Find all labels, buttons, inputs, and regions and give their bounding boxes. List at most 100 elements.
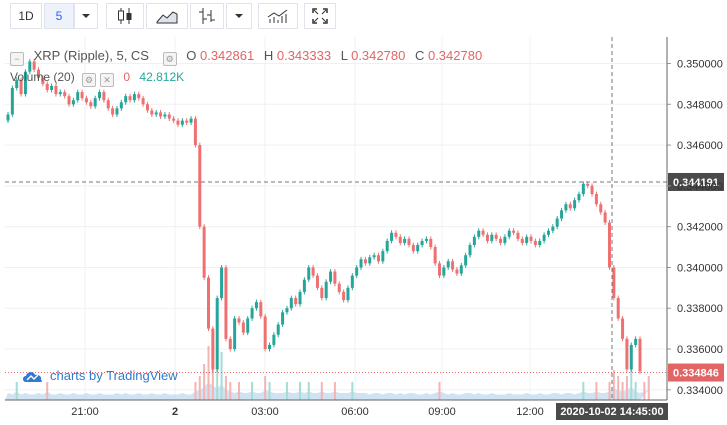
candle-body xyxy=(172,118,176,121)
candle-body xyxy=(132,94,136,101)
candle-body xyxy=(93,98,97,107)
candle-body xyxy=(446,261,450,268)
volume-bar xyxy=(299,382,302,400)
candle-body xyxy=(58,92,62,95)
candle-body xyxy=(416,245,420,252)
settings-icon[interactable]: ⚙ xyxy=(82,73,97,87)
x-tick-label: 03:00 xyxy=(251,406,279,418)
collapse-icon[interactable]: − xyxy=(10,52,24,66)
candle-body xyxy=(19,79,23,95)
candle-body xyxy=(276,324,280,335)
volume-value-2: 42.812K xyxy=(139,70,185,84)
candle-body xyxy=(189,118,193,123)
close-icon[interactable]: ✕ xyxy=(100,73,115,87)
candle-body xyxy=(246,318,250,333)
candle-body xyxy=(268,344,272,350)
candle-body xyxy=(102,92,106,101)
candle-body xyxy=(346,287,350,301)
candle-body xyxy=(381,251,385,262)
symbol-title: XRP (Ripple), 5, CS xyxy=(33,48,149,63)
candles-style-button[interactable] xyxy=(106,3,144,29)
candle-body xyxy=(228,338,232,350)
candle-body xyxy=(533,240,537,246)
candle-body xyxy=(376,255,380,262)
x-tick-label: 12:00 xyxy=(516,406,544,418)
candle-body xyxy=(89,102,93,107)
volume-legend: Volume (20) ⚙ ✕ 0 42.812K xyxy=(10,70,184,87)
volume-bar xyxy=(333,382,336,400)
candle-body xyxy=(285,308,289,313)
candle-body xyxy=(28,61,32,72)
crosshair-time-label: 2020-10-02 14:45:00 xyxy=(560,406,663,418)
candle-body xyxy=(390,232,394,241)
candle-body xyxy=(50,85,54,91)
candle-body xyxy=(407,238,411,246)
candle-body xyxy=(150,110,154,115)
fullscreen-icon xyxy=(312,8,328,24)
tradingview-brand[interactable]: charts by TradingView xyxy=(22,368,178,383)
y-tick-label: 0.338000 xyxy=(677,303,723,315)
y-tick-label: 0.344000 xyxy=(677,181,723,193)
candle-body xyxy=(512,230,516,233)
bars-style-button[interactable] xyxy=(190,3,224,29)
candle-body xyxy=(420,240,424,246)
candle-body xyxy=(607,222,611,268)
candle-body xyxy=(15,79,19,88)
timeframe-dropdown[interactable] xyxy=(74,3,98,29)
volume-bar xyxy=(207,346,210,400)
candle-body xyxy=(529,236,533,241)
candle-body xyxy=(281,312,285,325)
candle-body xyxy=(464,255,468,266)
candle-body xyxy=(590,185,594,195)
candle-body xyxy=(542,234,546,241)
volume-bar xyxy=(625,376,628,400)
interval-button[interactable]: 1D xyxy=(10,3,42,29)
candle-body xyxy=(111,108,115,115)
open-value: 0.342861 xyxy=(199,48,255,63)
volume-bar xyxy=(307,382,310,400)
crosshair-price-box xyxy=(668,172,724,191)
candle-body xyxy=(499,238,503,243)
candle-body xyxy=(324,281,328,299)
candle-body xyxy=(625,338,629,370)
candle-body xyxy=(115,108,119,115)
candle-body xyxy=(185,120,189,123)
candle-body xyxy=(176,120,180,125)
volume-bar xyxy=(595,382,598,400)
volume-ma-area xyxy=(5,382,649,400)
candle-body xyxy=(594,194,598,205)
volume-bar xyxy=(229,382,232,400)
candle-body xyxy=(198,145,202,227)
candle-body xyxy=(451,261,455,270)
candle-body xyxy=(472,236,476,246)
indicators-button[interactable] xyxy=(258,3,298,29)
candle-body xyxy=(490,234,494,241)
candle-body xyxy=(272,334,276,345)
volume-bar xyxy=(582,382,585,400)
candle-body xyxy=(180,120,184,125)
volume-value-1: 0 xyxy=(123,70,131,84)
ohlc-bars-icon xyxy=(199,8,215,24)
y-tick-label: 0.350000 xyxy=(677,59,723,71)
candle-body xyxy=(329,271,333,282)
candle-body xyxy=(372,255,376,258)
chevron-down-icon xyxy=(235,14,243,18)
indicators-icon xyxy=(267,9,288,23)
chart-style-dropdown[interactable] xyxy=(226,3,252,29)
candle-body xyxy=(455,269,459,274)
candle-body xyxy=(363,259,367,264)
x-tick-label: 09:00 xyxy=(428,406,456,418)
candle-body xyxy=(433,247,437,264)
area-style-button[interactable] xyxy=(146,3,188,29)
fullscreen-button[interactable] xyxy=(304,3,336,29)
candle-body xyxy=(298,291,302,305)
settings-icon[interactable]: ⚙ xyxy=(162,52,177,66)
candle-body xyxy=(45,83,49,91)
candle-body xyxy=(307,267,311,280)
candle-body xyxy=(67,96,71,105)
timeframe-button[interactable]: 5 xyxy=(44,3,74,29)
volume-bar xyxy=(198,376,201,400)
close-value: 0.342780 xyxy=(427,48,483,63)
candle-body xyxy=(555,218,559,227)
